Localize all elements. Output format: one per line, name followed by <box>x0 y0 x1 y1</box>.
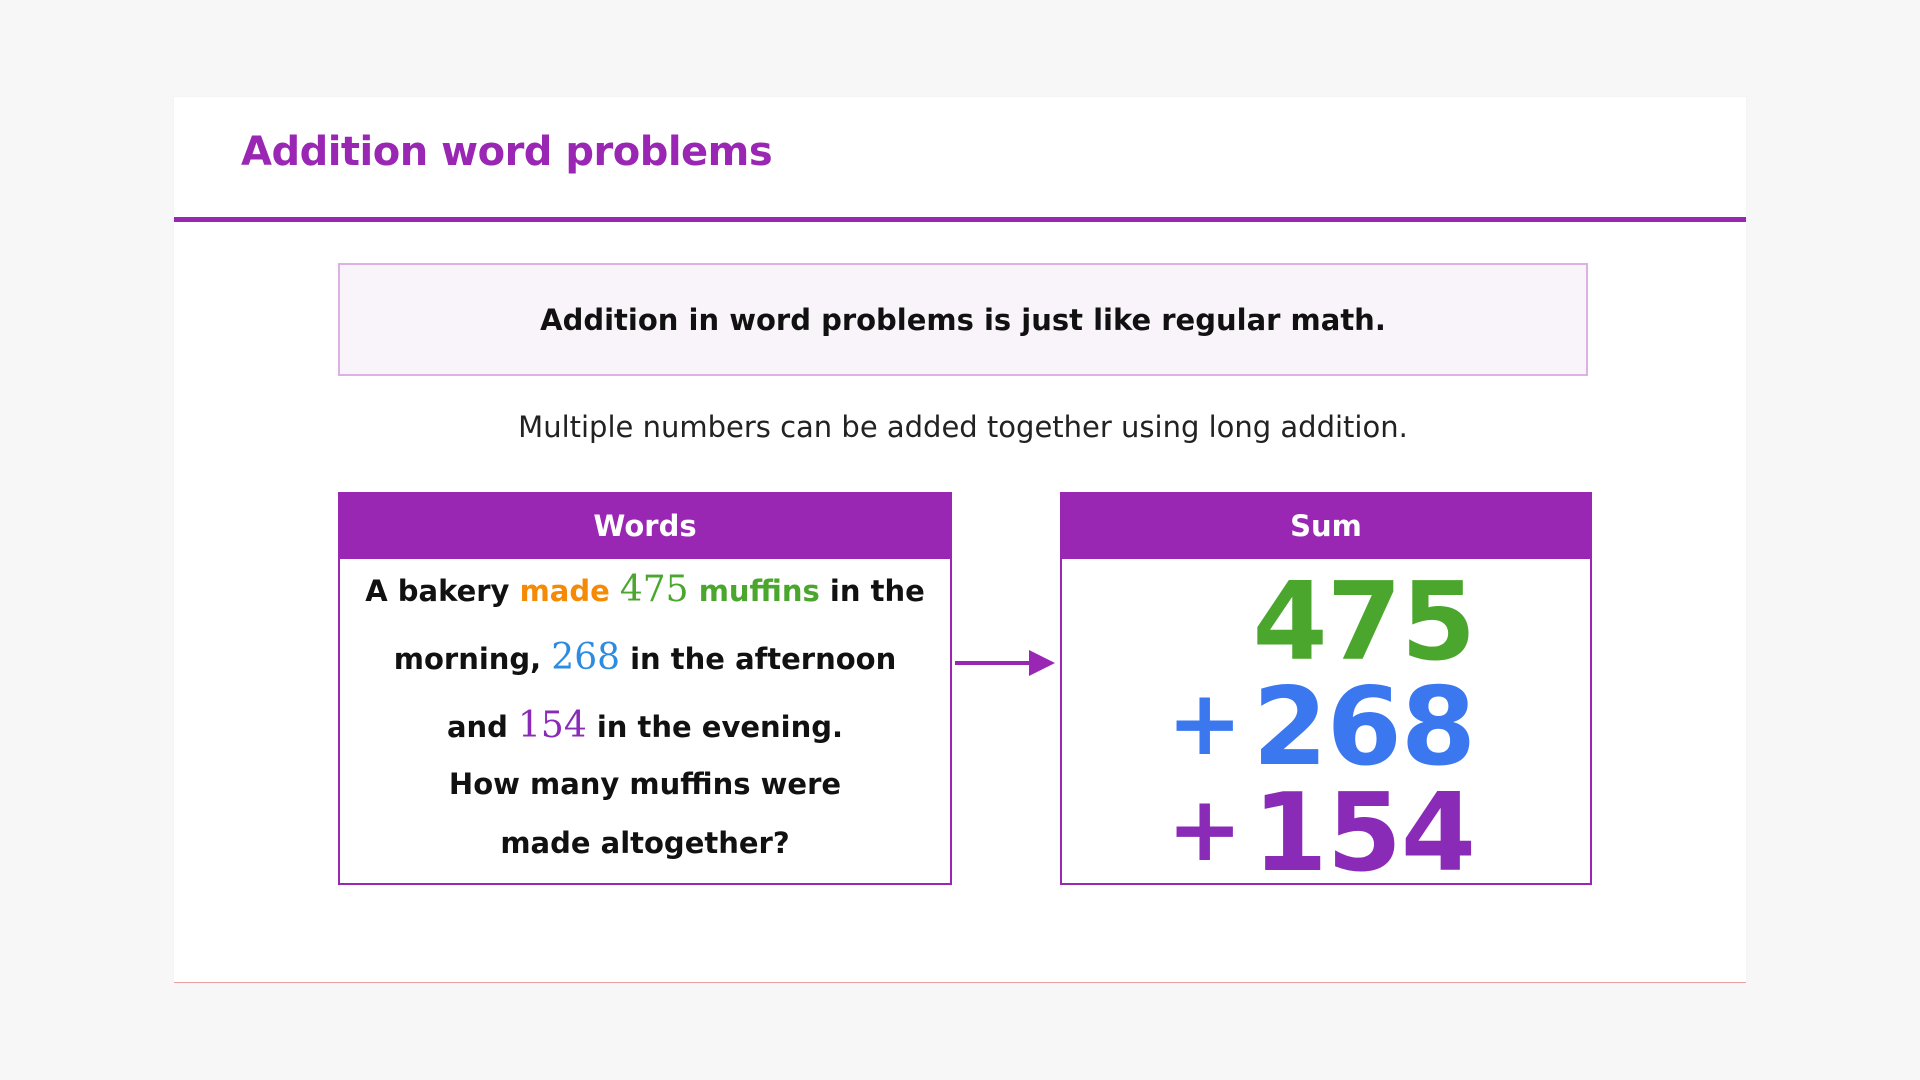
keyword-muffins: muffins <box>688 574 820 608</box>
problem-line-2: morning, 268 in the afternoon <box>340 637 950 678</box>
arrow-right-icon <box>955 650 1055 676</box>
problem-line-5: made altogether? <box>500 826 790 860</box>
slide: Addition word problems Addition in word … <box>174 97 1746 983</box>
page-title: Addition word problems <box>241 129 773 175</box>
problem-text: and <box>446 710 519 744</box>
problem-line-4: How many muffins were <box>448 767 842 801</box>
problem-text: in the afternoon <box>620 642 897 676</box>
number-268: 268 <box>551 637 621 678</box>
words-panel-header: Words <box>338 492 952 559</box>
problem-text: in the evening. <box>586 710 844 744</box>
title-divider <box>174 217 1746 222</box>
sum-panel-header: Sum <box>1060 492 1592 559</box>
addend-475: 475 <box>1252 560 1476 685</box>
problem-text: in the <box>819 574 925 608</box>
number-154: 154 <box>518 705 587 746</box>
callout-text: Addition in word problems is just like r… <box>540 302 1386 337</box>
words-header-label: Words <box>593 508 697 543</box>
words-panel: A bakery made 475 muffins in the morning… <box>338 559 952 885</box>
addend-154: 154 <box>1252 771 1476 896</box>
problem-text: A bakery <box>365 574 520 608</box>
plus-sign: + <box>1167 777 1243 882</box>
number-475: 475 <box>619 569 689 610</box>
sum-header-label: Sum <box>1290 508 1362 543</box>
problem-line-1: A bakery made 475 muffins in the <box>340 569 950 610</box>
key-point-callout: Addition in word problems is just like r… <box>338 263 1588 376</box>
addend-268: 268 <box>1252 665 1476 790</box>
problem-text: morning, <box>393 642 552 676</box>
subtitle: Multiple numbers can be added together u… <box>518 410 1408 444</box>
keyword-made: made <box>519 574 620 608</box>
plus-sign: + <box>1167 671 1243 776</box>
problem-line-3: and 154 in the evening. <box>340 705 950 746</box>
sum-panel: 475 + 268 + 154 <box>1060 559 1592 896</box>
